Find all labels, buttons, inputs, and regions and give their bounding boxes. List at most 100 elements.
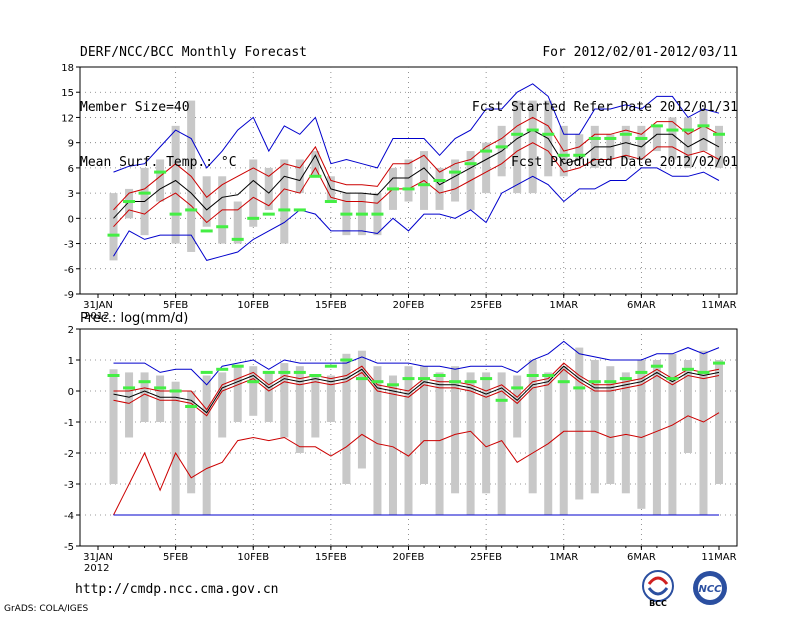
prec-hist-mark: [713, 361, 725, 365]
temp-hist-mark: [371, 212, 384, 216]
bcc-logo: BCC: [642, 570, 674, 608]
prec-range-bar: [683, 360, 692, 453]
temp-hist-mark: [231, 237, 244, 241]
prec-range-bar: [373, 366, 382, 515]
prec-ytick-label: 2: [68, 325, 74, 336]
prec-range-bar: [249, 366, 258, 416]
prec-range-bar: [528, 360, 537, 494]
prec-range-bar: [715, 360, 723, 484]
prec-hist-mark: [418, 377, 431, 381]
temp-ytick-label: 0: [68, 214, 74, 225]
temp-range-bar: [699, 109, 708, 152]
temp-hist-mark: [309, 174, 322, 178]
temp-hist-mark: [216, 225, 229, 229]
temp-hist-mark: [154, 170, 167, 174]
temp-hist-mark: [262, 212, 275, 216]
prec-hist-mark: [573, 386, 586, 390]
temp-line-max: [113, 83, 720, 173]
prec-range-bar: [171, 381, 180, 515]
prec-hist-mark: [216, 367, 229, 371]
prec-hist-mark: [449, 380, 462, 384]
temp-hist-mark: [169, 212, 182, 216]
temp-xtick-label: 1MAR: [549, 300, 578, 311]
temp-range-bar: [264, 167, 273, 210]
prec-range-bar: [466, 372, 475, 515]
temp-ytick-label: 6: [68, 164, 74, 175]
logos: BCC NCC: [642, 570, 727, 608]
temp-range-bar: [683, 117, 692, 168]
temp-xtick-label: 31JAN: [83, 300, 113, 311]
temp-range-bar: [125, 188, 134, 219]
prec-range-bar: [202, 375, 211, 515]
prec-hist-mark: [138, 380, 151, 384]
produced-date: Fcst Produced Date 2012/02/01: [511, 155, 738, 170]
prec-hist-mark: [681, 367, 694, 371]
temp-hist-mark: [402, 187, 415, 191]
temp-range-bar: [513, 100, 522, 194]
prec-range-bar: [652, 360, 661, 515]
prec-range-bar: [668, 353, 677, 515]
prec-range-bar: [140, 372, 149, 422]
prec-range-bar: [575, 347, 584, 500]
prec-xtick-label: 25FEB: [470, 552, 502, 563]
prec-hist-mark: [433, 374, 446, 377]
prec-hist-mark: [588, 380, 601, 384]
prec-range-bar: [388, 375, 397, 515]
temp-hist-mark: [247, 216, 260, 220]
prec-hist-mark: [635, 370, 648, 374]
prec-xtick-label: 1MAR: [549, 552, 578, 563]
prec-hist-mark: [402, 377, 415, 381]
prec-range-bar: [357, 350, 366, 469]
started-date: Fcst Started Refer Date 2012/01/31: [471, 100, 738, 115]
temp-hist-mark: [418, 183, 431, 187]
temp-ytick-label: 3: [68, 189, 74, 200]
prec-range-bar: [264, 372, 273, 422]
temp-hist-mark: [542, 132, 555, 136]
temp-range-bar: [233, 201, 242, 244]
temp-range-bar: [528, 100, 537, 194]
temp-xtick-label: 15FEB: [315, 300, 347, 311]
temp-hist-mark: [635, 136, 648, 140]
header-left: DERF/NCC/BCC Monthly Forecast Member Siz…: [80, 8, 307, 191]
prec-range-bar: [218, 372, 227, 438]
prec-hist-mark: [355, 377, 368, 381]
prec-hist-mark: [169, 389, 182, 393]
grads-credit: GrADS: COLA/IGES: [4, 604, 89, 614]
temp-xtick-label: 20FEB: [393, 300, 425, 311]
temp-ytick-label: 9: [68, 139, 74, 150]
temp-hist-mark: [464, 162, 477, 166]
temp-range-bar: [311, 151, 320, 177]
prec-xtick-label: 2012: [84, 563, 109, 574]
temp-hist-mark: [278, 208, 291, 212]
temp-xtick-label: 5FEB: [163, 300, 188, 311]
prec-hist-mark: [619, 377, 632, 381]
temp-xtick-label: 10FEB: [237, 300, 269, 311]
temp-hist-mark: [697, 124, 710, 128]
prec-hist-mark: [262, 370, 275, 374]
prec-xtick-label: 31JAN: [83, 552, 113, 563]
prec-ytick-label: 1: [68, 356, 74, 367]
prec-range-bar: [233, 366, 242, 422]
prec-hist-mark: [231, 364, 244, 368]
prec-ytick-label: -5: [64, 542, 74, 553]
prec-ytick-label: -1: [64, 418, 74, 429]
prec-line-max: [113, 340, 720, 386]
temp-line-upper: [113, 116, 720, 211]
prec-line-mean: [113, 365, 720, 414]
source-url[interactable]: http://cmdp.ncc.cma.gov.cn: [75, 582, 279, 597]
prec-ytick-label: -4: [64, 511, 74, 522]
temp-xtick-label: 2012: [84, 311, 109, 322]
prec-range-bar: [621, 372, 630, 494]
header-right: For 2012/02/01-2012/03/11 Fcst Started R…: [472, 8, 738, 191]
prec-hist-mark: [324, 364, 337, 368]
prec-range-bar: [513, 375, 522, 438]
prec-range-bar: [125, 372, 134, 438]
prec-range-bar: [699, 350, 708, 515]
prec-hist-mark: [526, 374, 539, 377]
prec-hist-mark: [154, 386, 167, 390]
temp-ytick-label: 15: [61, 88, 74, 99]
prec-hist-mark: [107, 374, 120, 377]
temp-range-bar: [109, 193, 118, 261]
